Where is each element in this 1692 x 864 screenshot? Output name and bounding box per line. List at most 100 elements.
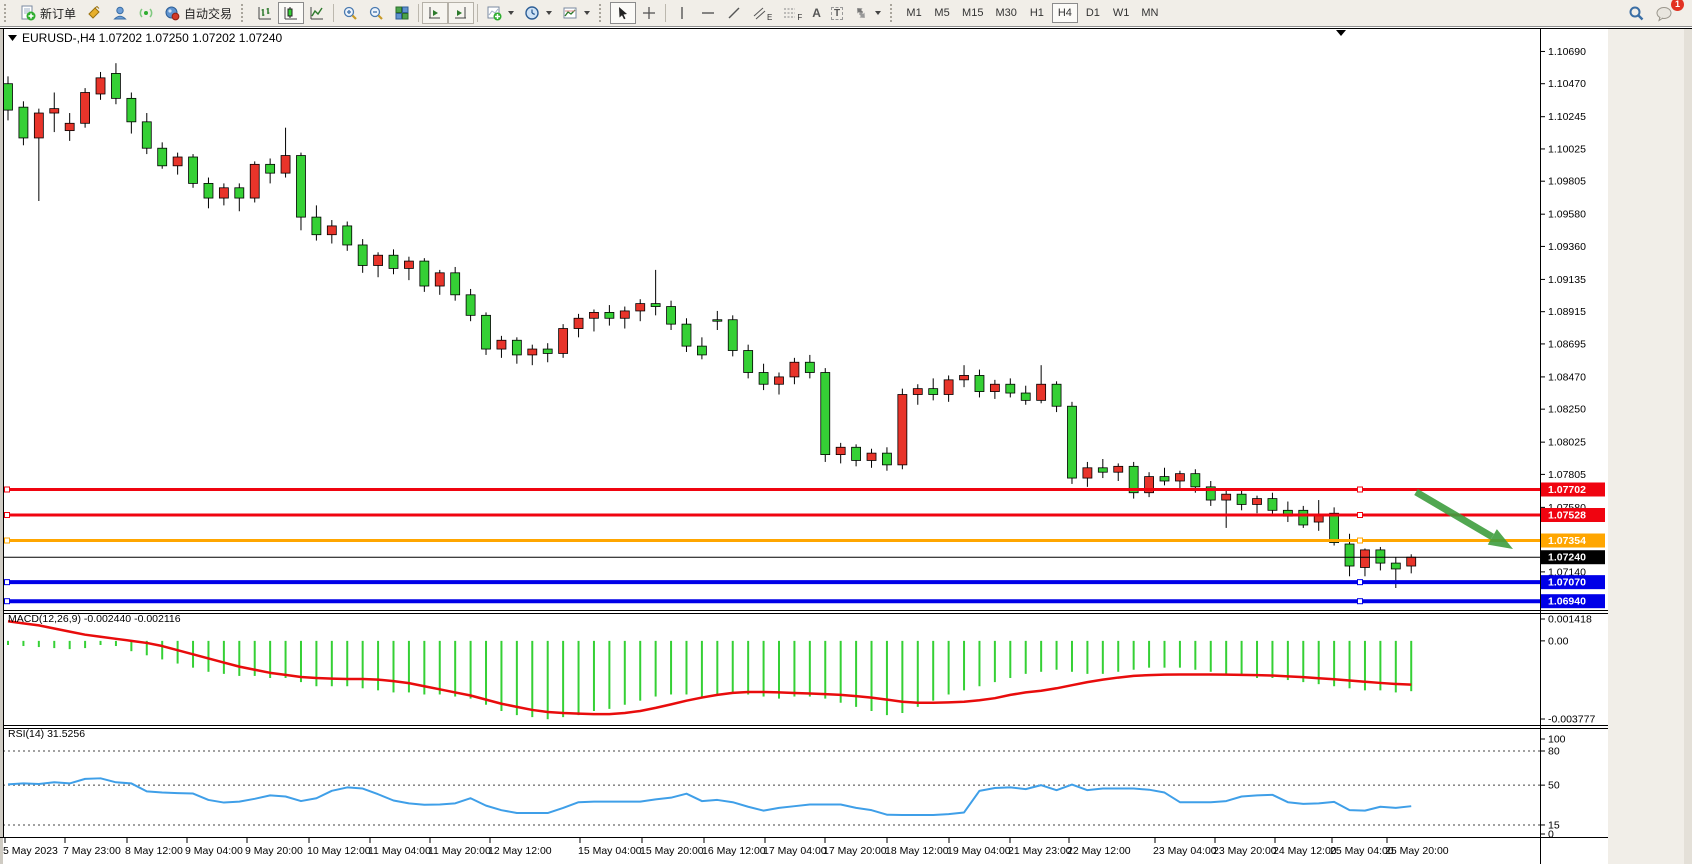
hline-handle[interactable] — [1357, 598, 1363, 605]
zoom-out-icon — [369, 6, 383, 20]
hline-handle[interactable] — [1357, 486, 1363, 493]
time-tick-label: 9 May 04:00 — [185, 845, 243, 857]
channel-icon — [753, 7, 766, 20]
price-tick-label: 1.08250 — [1548, 404, 1586, 416]
price-pane[interactable]: EURUSD-,H4 1.07202 1.07250 1.07202 1.072… — [3, 30, 1540, 605]
notifications-button[interactable]: 1 — [1650, 0, 1684, 24]
profile-button[interactable] — [107, 2, 133, 24]
templates-button[interactable] — [557, 2, 595, 24]
arrow-annotation[interactable] — [1414, 488, 1513, 549]
timeframe-D1[interactable]: D1 — [1080, 3, 1106, 23]
text-label-button[interactable]: T — [826, 2, 848, 24]
toolbar-grip[interactable] — [4, 4, 11, 22]
price-badge-label: 1.07240 — [1548, 552, 1586, 564]
macd-tick-label: -0.003777 — [1548, 714, 1595, 726]
hline-handle[interactable] — [4, 579, 10, 586]
horizontal-line-button[interactable] — [695, 2, 721, 24]
chart-title: EURUSD-,H4 1.07202 1.07250 1.07202 1.072… — [8, 31, 283, 45]
search-button[interactable] — [1623, 2, 1650, 24]
channel-letter: E — [767, 12, 773, 22]
new-order-button[interactable]: 新订单 — [15, 2, 81, 24]
price-tick-label: 1.10690 — [1548, 46, 1586, 58]
toolbar-grip[interactable] — [241, 4, 248, 22]
hline-handle[interactable] — [4, 598, 10, 605]
autotrading-icon — [165, 6, 180, 21]
timeframe-M30[interactable]: M30 — [990, 3, 1021, 23]
macd-signal-line — [7, 620, 1412, 716]
chart-shift-button[interactable] — [448, 2, 475, 24]
zoom-in-button[interactable] — [337, 2, 363, 24]
autotrading-button[interactable]: 自动交易 — [159, 2, 237, 24]
bar-chart-button[interactable] — [252, 2, 278, 24]
hline-handle[interactable] — [1357, 537, 1363, 544]
price-tick-label: 1.07805 — [1548, 469, 1586, 481]
rsi-pane[interactable]: RSI(14) 31.5256 — [3, 728, 1540, 826]
new-order-icon — [21, 5, 36, 21]
arrows-icon — [857, 8, 865, 18]
text-button[interactable]: A — [807, 2, 826, 24]
price-badge-label: 1.07070 — [1548, 577, 1586, 589]
price-axis[interactable]: 1.10690 1.10470 1.10245 1.10025 1.09805 1.095… — [1540, 46, 1605, 609]
auto-scroll-icon — [429, 7, 441, 19]
text-icon: A — [812, 6, 821, 20]
autotrading-label: 自动交易 — [184, 6, 233, 21]
vertical-line-button[interactable] — [669, 2, 695, 24]
tile-windows-button[interactable] — [389, 2, 415, 24]
price-tick-label: 1.10245 — [1548, 111, 1586, 123]
time-tick-label: 7 May 23:00 — [63, 845, 121, 857]
signals-button[interactable] — [133, 2, 159, 24]
paint-bucket-icon — [88, 5, 100, 19]
crosshair-button[interactable] — [636, 2, 662, 24]
horizontal-lines-layer[interactable] — [3, 486, 1540, 605]
paint-bucket-button[interactable] — [81, 2, 107, 24]
time-tick-label: 23 May 04:00 — [1153, 845, 1217, 857]
candles-layer[interactable] — [3, 63, 1417, 589]
hline-handle[interactable] — [4, 512, 10, 519]
timeframe-M5[interactable]: M5 — [929, 3, 955, 23]
hline-handle[interactable] — [1357, 579, 1363, 586]
auto-scroll-button[interactable] — [422, 2, 449, 24]
dropdown-caret-icon — [546, 11, 553, 15]
trendline-button[interactable] — [721, 2, 747, 24]
price-badge — [1541, 594, 1605, 609]
timeframe-M15[interactable]: M15 — [957, 3, 988, 23]
candlestick-chart-button[interactable] — [278, 2, 305, 24]
time-tick-label: 24 May 12:00 — [1273, 845, 1337, 857]
timeframe-H4[interactable]: H4 — [1051, 3, 1078, 23]
notification-badge: 1 — [1671, 0, 1684, 11]
time-tick-label: 25 May 04:00 — [1330, 845, 1394, 857]
macd-tick-label: 0.001418 — [1548, 614, 1592, 626]
hline-handle[interactable] — [4, 537, 10, 544]
time-tick-label: 15 May 20:00 — [640, 845, 704, 857]
cursor-button[interactable] — [610, 2, 637, 24]
macd-pane[interactable]: MACD(12,26,9) -0.002440 -0.002116 — [7, 613, 1413, 720]
macd-axis[interactable]: 0.001418 0.00 -0.003777 — [1540, 614, 1595, 726]
horizontal-line-icon — [702, 12, 715, 14]
timeframe-H1[interactable]: H1 — [1024, 3, 1050, 23]
fibonacci-button[interactable]: F — [777, 2, 807, 24]
search-icon — [1629, 6, 1644, 20]
time-axis[interactable]: 5 May 2023 7 May 23:00 8 May 12:00 9 May 04… — [3, 838, 1449, 857]
time-tick-label: 11 May 20:00 — [428, 845, 491, 857]
main-toolbar: 新订单 自动交易 — [0, 0, 1692, 27]
time-tick-label: 23 May 20:00 — [1213, 845, 1277, 857]
hline-handle[interactable] — [4, 486, 10, 493]
timeframe-MN[interactable]: MN — [1136, 3, 1163, 23]
indicators-button[interactable] — [481, 2, 519, 24]
arrows-button[interactable] — [848, 2, 886, 24]
zoom-out-button[interactable] — [363, 2, 389, 24]
timeframe-W1[interactable]: W1 — [1108, 3, 1135, 23]
zoom-in-icon — [343, 6, 357, 20]
toolbar-grip[interactable] — [890, 4, 897, 22]
equidistant-channel-button[interactable]: E — [747, 2, 777, 24]
hline-handle[interactable] — [1357, 512, 1363, 519]
fibonacci-letter: F — [797, 12, 803, 22]
toolbar-grip[interactable] — [599, 4, 606, 22]
timeframe-M1[interactable]: M1 — [901, 3, 927, 23]
periods-button[interactable] — [519, 2, 557, 24]
time-tick-label: 8 May 12:00 — [125, 845, 183, 857]
line-chart-button[interactable] — [304, 2, 330, 24]
rsi-tick-label: 80 — [1548, 746, 1560, 758]
